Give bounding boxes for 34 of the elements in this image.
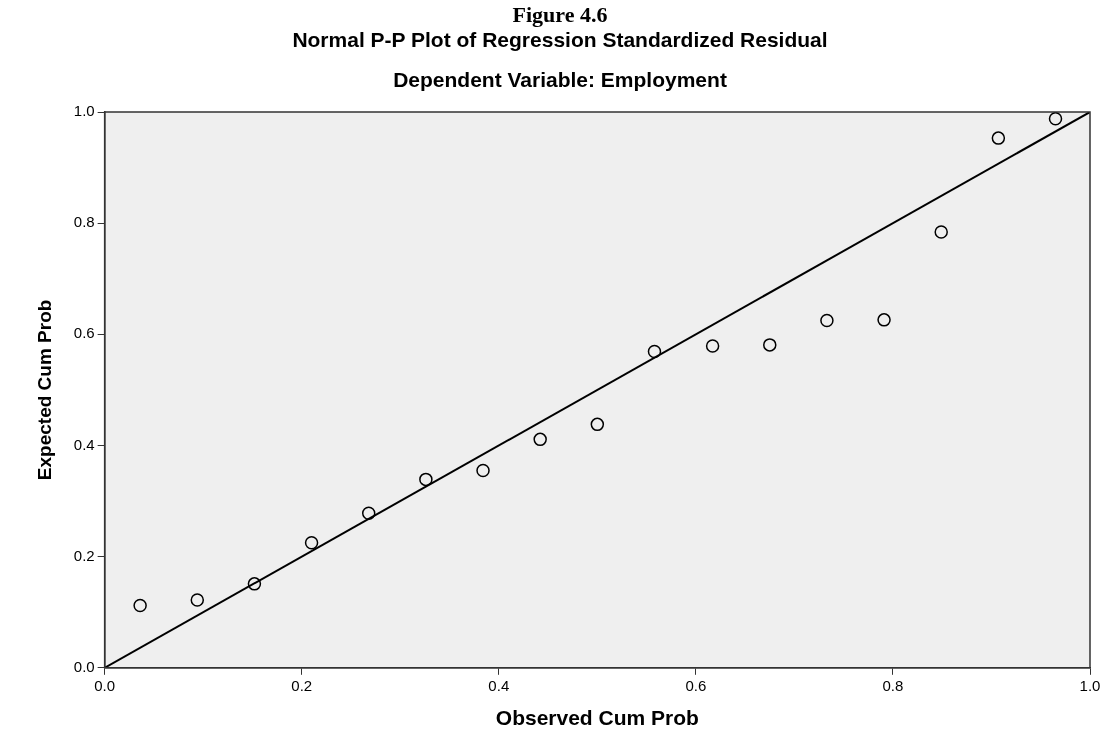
- caption: Figure 4.6: [511, 2, 609, 28]
- y-tick-label: 1.0: [73, 102, 95, 120]
- x-tick-label: 1.0: [1079, 676, 1101, 694]
- point: [877, 313, 891, 327]
- y-tick-label: 0.4: [73, 435, 95, 453]
- chart-title: Normal P-P Plot of Regression Standardized Residual: [291, 28, 829, 52]
- x-tick-label: 0.2: [291, 676, 313, 694]
- x-tick-label: 0.0: [94, 676, 116, 694]
- point: [419, 472, 433, 487]
- chart-subtitle: Dependent Variable: Employment: [392, 68, 728, 92]
- point: [705, 339, 720, 353]
- point: [476, 463, 490, 478]
- x-axis-title: Observed Cum Prob: [495, 706, 699, 730]
- point: [590, 417, 605, 432]
- y-tick-label: 0.0: [73, 657, 95, 675]
- point: [647, 344, 662, 359]
- x-tick-label: 0.6: [685, 676, 707, 694]
- point: [247, 577, 262, 591]
- point: [304, 536, 319, 550]
- point: [133, 598, 147, 613]
- point: [190, 593, 205, 607]
- point: [533, 432, 547, 447]
- point: [361, 506, 376, 521]
- x-tick-label: 0.8: [882, 676, 904, 694]
- y-tick-label: 0.2: [73, 546, 95, 564]
- point: [1048, 112, 1063, 126]
- point: [934, 225, 948, 239]
- point: [820, 313, 834, 328]
- point: [763, 338, 777, 352]
- y-tick-label: 0.8: [73, 213, 95, 231]
- y-tick-label: 0.6: [73, 324, 95, 342]
- point: [991, 131, 1006, 145]
- y-axis-title: Expected Cum Prob: [33, 299, 55, 481]
- x-tick-label: 0.4: [488, 676, 510, 694]
